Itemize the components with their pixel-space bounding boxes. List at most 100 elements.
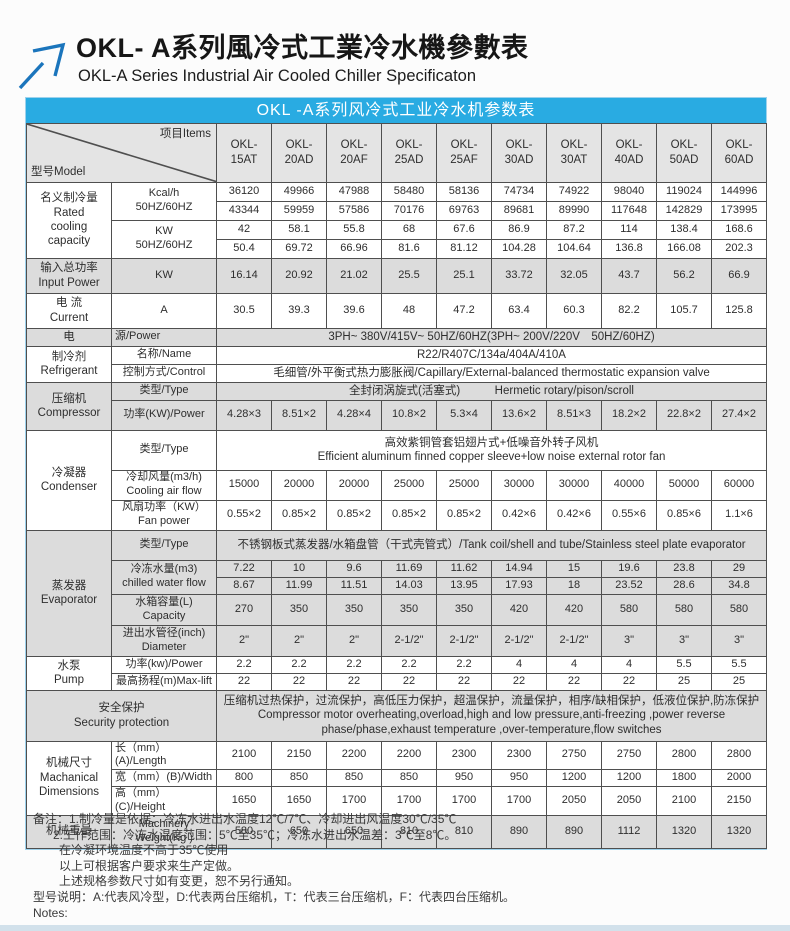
value-cell: 2300 — [436, 740, 492, 770]
value-cell: 15 — [546, 559, 602, 578]
spec-table: 型号Model 项目Items OKL- 15AT OKL- 20AD OKL- 2… — [26, 123, 767, 849]
value-cell: 350 — [271, 593, 327, 626]
value-cell: 18.2×2 — [601, 399, 657, 431]
value-cell: 25000 — [436, 469, 492, 501]
value-cell: 0.85×2 — [326, 499, 382, 531]
value-cell: 70176 — [381, 200, 437, 221]
value-cell: 25 — [711, 672, 767, 691]
table-row: 电 流 Current A 30.5 39.3 39.6 48 47.2 63.4 60.3… — [26, 292, 767, 329]
value-cell: OKL- 25AD — [381, 123, 437, 183]
value-cell: 7.22 — [216, 559, 272, 578]
value-cell: 43344 — [216, 200, 272, 221]
note-line: 以上可根据客户要求来生产定做。 — [59, 858, 240, 873]
value-cell: 2100 — [656, 786, 712, 816]
value-cell: 800 — [216, 769, 272, 787]
value-cell: OKL- 30AT — [546, 123, 602, 183]
row-label: KW 50HZ/60HZ — [111, 219, 217, 259]
value-cell: 2.2 — [326, 655, 382, 674]
value-cell: 0.85×6 — [656, 499, 712, 531]
value-cell: 4 — [546, 655, 602, 674]
value-cell: 11.99 — [271, 576, 327, 595]
value-cell: 650 — [271, 814, 327, 849]
note-line: 在冷凝环境温度不高于35℃使用 — [59, 843, 229, 858]
model-header-row: 型号Model 项目Items OKL- 15AT OKL- 20AD OKL- 2… — [26, 123, 767, 183]
value-cell: 350 — [381, 593, 437, 626]
value-cell: 1650 — [216, 786, 272, 816]
value-cell: 25000 — [381, 469, 437, 501]
value-cell: 5.3×4 — [436, 399, 492, 431]
value-cell: 11.62 — [436, 559, 492, 578]
value-cell: 39.6 — [326, 292, 382, 329]
row-label: 功率(KW)/Power — [111, 399, 217, 431]
value-cell: OKL- 60AD — [711, 123, 767, 183]
section-label: 水泵 Pump — [26, 655, 112, 691]
value-cell: OKL- 25AF — [436, 123, 492, 183]
value-cell: 104.64 — [546, 238, 602, 259]
row-label: 水箱容量(L) Capacity — [111, 593, 217, 626]
value-cell: 142829 — [656, 200, 712, 221]
value-cell: 4.28×4 — [326, 399, 382, 431]
value-cell: 4.28×3 — [216, 399, 272, 431]
value-cell: 19.6 — [601, 559, 657, 578]
spec-table-container: OKL -A系列风冷式工业冷水机参数表 型号Model 项目Items OKL-… — [25, 97, 767, 850]
value-cell: 950 — [436, 769, 492, 787]
value-cell: OKL- 50AD — [656, 123, 712, 183]
value-cell: 2750 — [601, 740, 657, 770]
value-cell: 1700 — [381, 786, 437, 816]
value-cell: 30000 — [491, 469, 547, 501]
value-cell: 850 — [326, 769, 382, 787]
value-cell: 950 — [491, 769, 547, 787]
section-label: 蒸发器 Evaporator — [26, 529, 112, 657]
span-value: 3PH~ 380V/415V~ 50HZ/60HZ(3PH~ 200V/220V… — [216, 327, 767, 347]
value-cell: 20.92 — [271, 257, 327, 294]
value-cell: 89681 — [491, 200, 547, 221]
value-cell: 14.94 — [491, 559, 547, 578]
value-cell: 105.7 — [656, 292, 712, 329]
value-cell: 50000 — [656, 469, 712, 501]
section-label: 压缩机 Compressor — [26, 381, 112, 431]
table-row: 冷凝器 Condenser 类型/Type 高效紫铜管套铝翅片式+低噪音外转子风… — [26, 429, 767, 531]
value-cell: 850 — [271, 769, 327, 787]
value-cell: 22 — [491, 672, 547, 691]
row-label: Kcal/h 50HZ/60HZ — [111, 181, 217, 221]
value-cell: 56.2 — [656, 257, 712, 294]
note-line: 2.工作范围：冷冻水温度范围：5℃至35℃；冷冻水进出水温差：3℃至8℃。 — [53, 827, 457, 842]
value-cell: 98040 — [601, 181, 657, 202]
value-cell: 1.1×6 — [711, 499, 767, 531]
table-row: 8.67 11.99 11.51 14.03 13.95 17.93 18 23.52 28.6… — [27, 576, 767, 595]
corner-items-label: 项目Items — [159, 128, 211, 140]
value-cell: 850 — [381, 769, 437, 787]
value-cell: 2050 — [601, 786, 657, 816]
value-cell: 580 — [216, 814, 272, 849]
table-row: 43344 59959 57586 70176 69763 89681 89990 11764… — [27, 200, 767, 221]
table-row: 进出水管径(inch) Diameter 2" 2" 2" 2-1/2" 2-1/2" 2… — [27, 624, 767, 657]
value-cell: 2150 — [711, 786, 767, 816]
span-value: 压缩机过热保护，过流保护，高低压力保护，超温保护，流量保护，相序/缺相保护，低液… — [216, 689, 767, 742]
table-row: 机械重量 Machinery Weight(Kg ) 580 650 650 810 8… — [26, 814, 767, 849]
value-cell: 58136 — [436, 181, 492, 202]
row-label: 源/Power — [111, 327, 217, 347]
value-cell: OKL- 20AD — [271, 123, 327, 183]
value-cell: 18 — [546, 576, 602, 595]
value-cell: 87.2 — [546, 219, 602, 240]
value-cell: 2300 — [491, 740, 547, 770]
table-row: 功率(KW)/Power 4.28×3 8.51×2 4.28×4 10.8×2 5.3… — [27, 399, 767, 431]
value-cell: 2.2 — [381, 655, 437, 674]
page-title: OKL- A系列風冷式工業冷水機參數表 — [76, 33, 529, 63]
value-cell: 81.12 — [436, 238, 492, 259]
row-label: 冷冻水量(m3) chilled water flow — [111, 559, 217, 595]
row-label: A — [111, 292, 217, 329]
section-label: 制冷剂 Refrigerant — [26, 345, 112, 383]
value-cell: 2200 — [326, 740, 382, 770]
value-cell: 580 — [711, 593, 767, 626]
value-cell: 34.8 — [711, 576, 767, 595]
value-cell: 119024 — [656, 181, 712, 202]
value-cell: 0.55×6 — [601, 499, 657, 531]
value-cell: 43.7 — [601, 257, 657, 294]
arrow-logo-icon — [16, 38, 72, 94]
value-cell: 49966 — [271, 181, 327, 202]
span-value: 高效紫铜管套铝翅片式+低噪音外转子风机 Efficient aluminum f… — [216, 429, 767, 471]
row-label: 控制方式/Control — [111, 363, 217, 383]
value-cell: 21.02 — [326, 257, 382, 294]
value-cell: 3" — [711, 624, 767, 657]
